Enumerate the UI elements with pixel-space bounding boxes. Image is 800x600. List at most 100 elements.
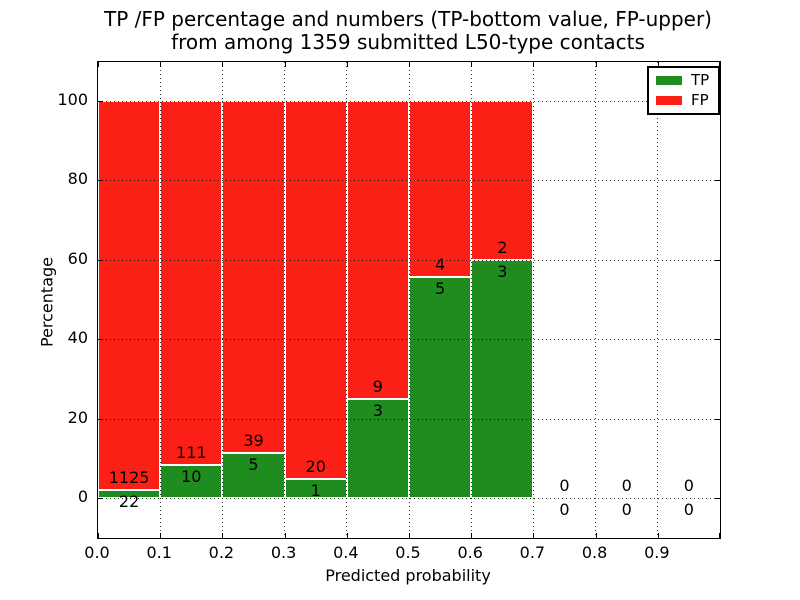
vertical-gridline [159,62,161,538]
tp-bar-segment [222,452,285,498]
x-tick-mark [160,62,162,67]
y-tick-mark [98,339,103,341]
y-tick-label: 60 [67,248,88,268]
x-tick-mark [719,62,720,67]
x-tick-label: 0.0 [84,543,110,562]
x-tick-mark [471,533,473,538]
y-tick-label: 80 [67,169,88,189]
tp-count-label: 3 [372,400,383,420]
fp-count-label: 9 [372,376,383,396]
tp-bar-segment [98,490,161,498]
y-tick-label: 20 [67,407,88,427]
fp-count-label: 2 [497,238,508,257]
fp-count-label: 0 [621,476,632,496]
tp-count-label: 0 [621,500,632,519]
vertical-gridline [408,62,410,538]
x-tick-label: 0.1 [146,543,172,562]
tp-count-label: 1 [310,481,321,501]
fp-color-swatch [656,96,682,105]
vertical-gridline [532,62,534,538]
fp-count-label: 39 [243,431,264,451]
chart-title-line1: TP /FP percentage and numbers (TP-bottom… [104,7,712,31]
fp-bar-segment [346,101,409,399]
fp-count-label: 111 [176,443,207,463]
x-tick-mark [409,533,410,538]
x-tick-mark [471,62,473,67]
vertical-gridline [657,62,659,538]
tp-count-label: 3 [497,261,508,281]
legend-item-fp: FP [656,93,709,108]
x-tick-mark [533,533,535,538]
vertical-gridline [595,62,597,538]
x-tick-label: 0.6 [457,543,483,562]
x-tick-mark [595,62,597,67]
fp-count-label: 1125 [108,468,150,488]
tp-count-label: 10 [181,467,202,487]
x-tick-label: 0.4 [333,543,359,562]
vertical-gridline [346,62,348,538]
x-tick-mark [533,62,535,67]
tp-bar-segment [346,398,409,498]
y-tick-mark [715,498,720,499]
tp-count-label: 0 [683,500,694,519]
x-tick-mark [346,62,348,67]
tp-bar-segment [471,259,534,498]
chart-title: TP /FP percentage and numbers (TP-bottom… [97,7,719,55]
y-tick-mark [98,259,103,261]
y-tick-mark [98,101,103,102]
x-tick-mark [657,533,659,538]
x-tick-label: 0.8 [581,543,608,562]
fp-count-label: 4 [435,255,446,275]
x-axis-label: Predicted probability [325,566,491,585]
y-tick-mark [715,259,720,261]
x-tick-mark [595,533,597,538]
x-tick-mark [284,533,286,538]
x-tick-label: 0.2 [208,543,235,562]
tp-bar-segment [160,465,223,498]
plot-area: 1125 22 111 10 39 5 20 1 9 3 4 5 2 3 0 0 0 0 0 0 [97,61,721,539]
x-tick-mark [284,62,286,67]
tp-count-label: 5 [435,279,446,299]
fp-count-label: 0 [559,476,570,496]
fp-count-label: 0 [683,476,694,496]
fp-bar-segment [284,101,347,480]
y-tick-mark [715,418,720,420]
y-tick-mark [98,418,103,420]
legend-item-tp: TP [656,73,709,88]
vertical-gridline [221,62,223,538]
tp-count-label: 22 [118,492,140,512]
y-tick-mark [715,339,720,341]
x-tick-label: 0.5 [395,543,421,562]
vertical-gridline [284,62,286,538]
x-tick-label: 0.3 [270,543,297,562]
x-tick-mark [98,62,99,67]
vertical-gridline [470,62,472,538]
tp-bar-segment [409,277,472,498]
legend-label-tp: TP [691,71,710,89]
x-tick-mark [719,533,720,538]
x-tick-mark [222,62,224,67]
x-tick-label: 0.7 [519,543,546,562]
y-tick-label: 100 [57,90,88,109]
fp-bar-segment [409,101,472,278]
legend-label-fp: FP [691,91,709,109]
x-tick-mark [346,533,348,538]
x-tick-mark [409,62,410,67]
tp-color-swatch [656,76,682,85]
tp-count-label: 0 [559,500,570,519]
x-tick-mark [222,533,224,538]
tp-bar-segment [284,479,347,498]
fp-bar-segment [98,101,161,491]
y-tick-mark [715,180,720,182]
fp-count-label: 20 [305,457,326,477]
chart-title-line2: from among 1359 submitted L50-type conta… [171,30,645,55]
fp-bar-segment [160,101,223,466]
fp-bar-segment [222,101,285,453]
y-tick-mark [98,180,103,182]
legend: TP FP [647,66,721,115]
x-tick-mark [98,533,99,538]
y-tick-mark [98,498,103,499]
tp-count-label: 5 [248,454,259,474]
x-tick-mark [657,62,659,67]
